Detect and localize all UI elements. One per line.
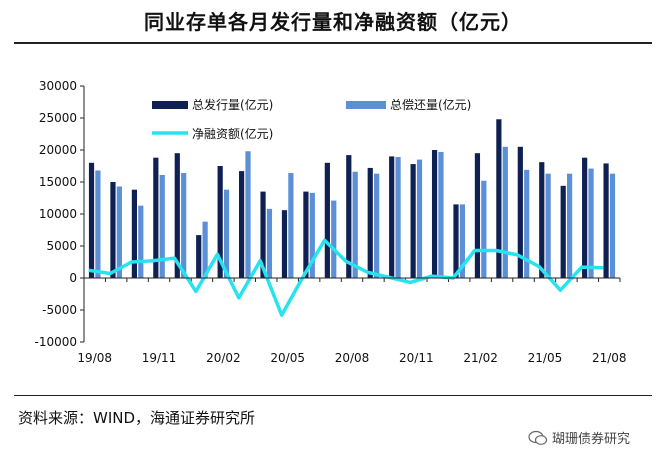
bar-total-repayment xyxy=(138,205,144,278)
bar-total-repayment xyxy=(567,173,573,278)
y-tick-label: 10000 xyxy=(39,207,77,221)
bar-total-issuance xyxy=(431,150,438,278)
legend-label-total-repayment: 总偿还量(亿元) xyxy=(390,97,471,112)
x-tick-label: 20/08 xyxy=(335,351,370,365)
bar-total-repayment xyxy=(588,168,594,278)
bar-total-repayment xyxy=(223,189,230,278)
bar-total-issuance xyxy=(303,191,309,278)
y-tick-label: 5000 xyxy=(46,239,77,253)
legend-label-total-issuance: 总发行量(亿元) xyxy=(192,97,273,112)
bar-total-repayment xyxy=(545,173,551,278)
bar-total-repayment xyxy=(116,186,122,278)
y-ticks: -10000 -5000 0 5000 10000 15000 20000 25000 3000… xyxy=(34,79,84,349)
watermark-text: 瑚珊债券研究 xyxy=(552,432,631,447)
legend-swatch-total-repayment xyxy=(346,101,386,109)
bar-total-issuance xyxy=(174,153,180,278)
bar-total-issuance xyxy=(496,119,502,278)
bar-total-issuance xyxy=(389,156,395,278)
x-tick-label: 19/11 xyxy=(142,351,177,365)
x-tick-label: 21/05 xyxy=(528,351,563,365)
net-financing-polyline xyxy=(88,238,604,317)
bars xyxy=(88,119,616,278)
bar-total-repayment xyxy=(416,159,423,278)
bar-total-repayment xyxy=(459,204,465,278)
bar-total-issuance xyxy=(217,166,223,278)
y-tick-label: -5000 xyxy=(42,303,77,317)
bar-total-issuance xyxy=(517,146,523,278)
bar-total-repayment xyxy=(331,200,337,278)
bar-total-repayment xyxy=(181,173,187,278)
x-tick-label: 20/02 xyxy=(206,351,241,365)
bar-total-issuance xyxy=(453,204,459,278)
y-tick-label: 0 xyxy=(69,271,77,285)
y-tick-label: -10000 xyxy=(34,335,77,349)
bar-total-issuance xyxy=(281,210,288,278)
legend-label-net-financing: 净融资额(亿元) xyxy=(192,126,273,141)
y-tick-label: 20000 xyxy=(39,143,77,157)
bar-total-issuance xyxy=(474,153,481,278)
x-tick-label: 21/02 xyxy=(463,351,498,365)
bar-total-repayment xyxy=(481,180,487,278)
bar-total-issuance xyxy=(196,235,202,278)
bar-total-issuance xyxy=(367,167,373,278)
bar-total-repayment xyxy=(609,173,616,278)
y-tick-label: 25000 xyxy=(39,111,77,125)
bar-total-repayment xyxy=(352,171,358,278)
bar-total-issuance xyxy=(346,155,352,278)
bar-total-repayment xyxy=(266,208,273,278)
y-tick-label: 15000 xyxy=(39,175,77,189)
bar-total-repayment xyxy=(502,146,508,278)
title-divider xyxy=(14,42,652,44)
bar-total-issuance xyxy=(603,163,609,278)
bar-total-repayment xyxy=(288,173,294,278)
bar-total-issuance xyxy=(410,164,416,278)
bar-total-repayment xyxy=(245,151,251,278)
x-tick-label: 20/11 xyxy=(399,351,434,365)
watermark: 瑚珊债券研究 xyxy=(528,428,630,447)
x-ticks: 19/08 19/11 20/02 20/05 20/08 20/11 21/02 21/05… xyxy=(77,278,627,365)
bar-total-repayment xyxy=(95,170,101,278)
x-tick-label: 20/05 xyxy=(270,351,305,365)
bar-total-repayment xyxy=(524,169,530,278)
legend: 总发行量(亿元) 总偿还量(亿元) 净融资额(亿元) xyxy=(152,97,471,141)
bar-total-issuance xyxy=(88,162,95,278)
net-financing-line xyxy=(88,238,604,317)
bar-total-issuance xyxy=(324,162,330,278)
legend-swatch-total-issuance xyxy=(152,101,188,109)
bar-total-issuance xyxy=(260,191,266,278)
bar-total-issuance xyxy=(131,189,137,278)
bar-total-issuance xyxy=(239,171,245,278)
footer-divider xyxy=(14,395,652,396)
wechat-icon xyxy=(528,430,548,445)
bar-total-issuance xyxy=(582,157,588,278)
bar-total-repayment xyxy=(438,151,444,278)
x-tick-label: 21/08 xyxy=(592,351,627,365)
bar-total-issuance xyxy=(153,157,159,278)
y-tick-label: 30000 xyxy=(39,79,77,93)
bar-total-issuance xyxy=(539,162,545,278)
bar-total-issuance xyxy=(560,185,566,278)
bar-total-repayment xyxy=(309,192,315,278)
bar-total-repayment xyxy=(159,174,165,278)
source-note: 资料来源：WIND，海通证券研究所 xyxy=(18,409,256,427)
x-tick-label: 19/08 xyxy=(77,351,112,365)
chart-title: 同业存单各月发行量和净融资额（亿元） xyxy=(144,10,522,34)
bar-total-issuance xyxy=(110,182,116,278)
bar-total-repayment xyxy=(374,173,380,278)
bar-total-repayment xyxy=(202,221,208,278)
bar-total-repayment xyxy=(395,157,401,278)
